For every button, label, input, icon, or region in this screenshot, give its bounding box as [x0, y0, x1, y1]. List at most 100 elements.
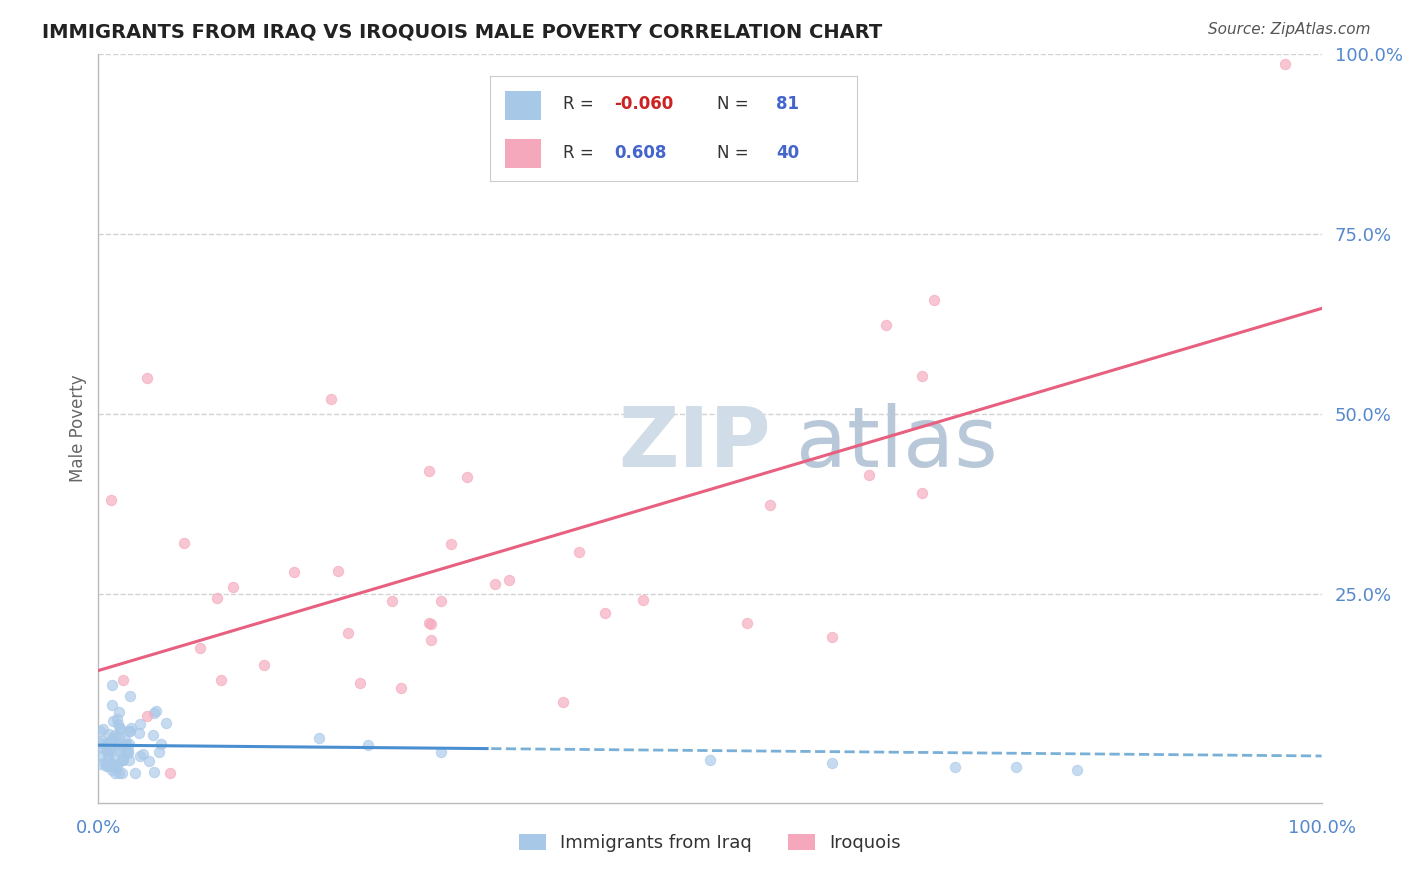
Point — [97, 747, 120, 762]
Point — [129, 716, 152, 731]
Point — [97, 749, 120, 764]
Point — [418, 464, 440, 478]
Point — [136, 370, 159, 384]
Point — [96, 736, 118, 750]
Point — [381, 594, 404, 608]
Point — [100, 764, 122, 778]
Point — [735, 615, 758, 630]
Point — [420, 632, 443, 647]
Text: ZIP: ZIP — [619, 402, 772, 483]
Point — [319, 392, 342, 407]
Point — [91, 741, 114, 756]
Point — [91, 722, 114, 736]
Point — [118, 723, 141, 738]
Point — [205, 591, 228, 606]
Point — [356, 738, 378, 752]
Point — [108, 722, 131, 736]
Point — [118, 724, 141, 739]
Point — [252, 658, 274, 673]
Point — [209, 673, 232, 688]
Point — [1066, 764, 1088, 778]
Point — [94, 756, 117, 770]
Point — [100, 734, 122, 748]
Point — [96, 744, 118, 758]
Point — [430, 594, 453, 608]
Point — [155, 715, 177, 730]
Point — [108, 743, 131, 757]
Point — [875, 318, 897, 332]
Point — [943, 760, 966, 774]
Point — [173, 536, 195, 550]
Point — [132, 747, 155, 761]
Point — [142, 728, 165, 742]
Point — [101, 730, 124, 744]
Point — [128, 748, 150, 763]
Point — [107, 717, 129, 731]
Point — [420, 616, 443, 631]
Point — [1274, 57, 1296, 71]
Point — [138, 754, 160, 768]
Point — [143, 706, 166, 720]
Point — [148, 745, 170, 759]
Point — [111, 766, 134, 780]
Point — [308, 731, 330, 745]
Point — [145, 705, 167, 719]
Point — [97, 759, 120, 773]
Point — [143, 764, 166, 779]
Point — [111, 738, 134, 752]
Point — [553, 695, 575, 709]
Point — [114, 731, 136, 746]
Point — [100, 493, 122, 508]
Point — [104, 761, 127, 775]
Point — [117, 753, 139, 767]
Point — [89, 749, 111, 764]
Point — [94, 740, 117, 755]
Text: IMMIGRANTS FROM IRAQ VS IROQUOIS MALE POVERTY CORRELATION CHART: IMMIGRANTS FROM IRAQ VS IROQUOIS MALE PO… — [42, 22, 883, 41]
Point — [97, 727, 120, 741]
Point — [430, 745, 453, 759]
Y-axis label: Male Poverty: Male Poverty — [69, 375, 87, 482]
Point — [111, 753, 134, 767]
Point — [699, 753, 721, 767]
Point — [159, 766, 181, 780]
Point — [188, 641, 211, 656]
Point — [326, 564, 349, 578]
Point — [89, 757, 111, 772]
Point — [98, 742, 121, 756]
Point — [98, 736, 121, 750]
Point — [120, 721, 142, 735]
Point — [107, 705, 129, 719]
Point — [103, 753, 125, 767]
Point — [108, 722, 131, 736]
Point — [108, 766, 131, 780]
Point — [349, 676, 371, 690]
Legend: Immigrants from Iraq, Iroquois: Immigrants from Iraq, Iroquois — [510, 825, 910, 861]
Point — [118, 737, 141, 751]
Point — [89, 724, 111, 739]
Point — [105, 742, 128, 756]
Point — [101, 714, 124, 729]
Point — [96, 759, 118, 773]
Point — [103, 758, 125, 772]
Point — [568, 544, 591, 558]
Point — [498, 573, 520, 587]
Point — [336, 625, 359, 640]
Point — [91, 734, 114, 748]
Point — [114, 745, 136, 759]
Point — [111, 753, 134, 767]
Point — [484, 577, 506, 591]
Point — [124, 766, 146, 780]
Point — [821, 756, 844, 771]
Point — [911, 368, 934, 383]
Point — [389, 681, 412, 695]
Point — [858, 468, 880, 483]
Point — [101, 678, 124, 692]
Point — [101, 733, 124, 747]
Point — [104, 728, 127, 742]
Text: Source: ZipAtlas.com: Source: ZipAtlas.com — [1208, 22, 1371, 37]
Point — [107, 759, 129, 773]
Point — [97, 736, 120, 750]
Point — [283, 566, 305, 580]
Point — [922, 293, 945, 307]
Point — [821, 630, 844, 644]
